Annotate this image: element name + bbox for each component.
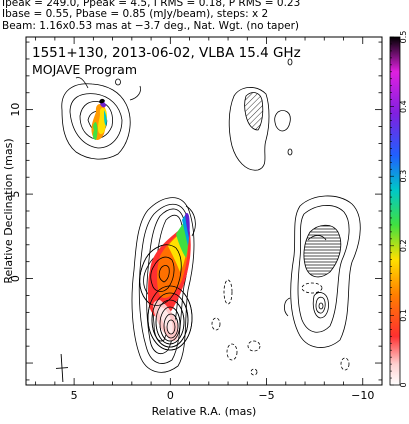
header-beam-line: Beam: 1.16x0.53 mas at −3.7 deg., Nat. W… (2, 20, 300, 32)
core-contours-overlay (139, 244, 193, 351)
colorbar-tick-label: 0.3 (399, 170, 408, 183)
y-tick-label: 5 (9, 191, 22, 198)
x-tick-label: −10 (351, 389, 374, 402)
chart-title: 1551+130, 2013-06-02, VLBA 15.4 GHz (32, 45, 301, 61)
y-axis-label: Relative Declination (mas) (2, 138, 15, 283)
upper-polarization-colour (91, 98, 108, 140)
negative-contours (211, 279, 350, 376)
y-tick-label: 0 (9, 275, 22, 282)
right-lower-contours (284, 195, 361, 348)
colorbar-tick-label: 0.5 (399, 31, 408, 44)
header-base-line: Ibase = 0.55, Pbase = 0.85 (mJy/beam), s… (2, 8, 269, 20)
chart-subtitle: MOJAVE Program (32, 62, 137, 77)
x-tick-labels: 5 0 −5 −10 (71, 389, 375, 402)
beam-ellipse (55, 354, 69, 382)
x-tick-label: 5 (71, 389, 78, 402)
plot-frame (25, 36, 383, 386)
x-axis-label: Relative R.A. (mas) (152, 405, 257, 418)
colorbar-tick-label: 0 (399, 382, 408, 387)
y-tick-labels: 0 5 10 (9, 103, 22, 282)
upper-component-contours (61, 77, 141, 160)
colorbar-ticks: 0 0.1 0.2 0.3 0.4 0.5 (390, 31, 408, 388)
colorbar-tick-label: 0.4 (399, 100, 408, 113)
header-peak-line: Ipeak = 249.0, Ppeak = 4.5, I RMS = 0.18… (2, 0, 301, 9)
axis-ticks (26, 37, 383, 385)
y-tick-label: 10 (9, 103, 22, 117)
x-tick-label: 0 (167, 389, 174, 402)
colorbar-tick-label: 0.1 (399, 309, 408, 322)
right-upper-contours (228, 58, 293, 171)
colorbar-tick-label: 0.2 (399, 239, 408, 252)
x-tick-label: −5 (258, 389, 274, 402)
